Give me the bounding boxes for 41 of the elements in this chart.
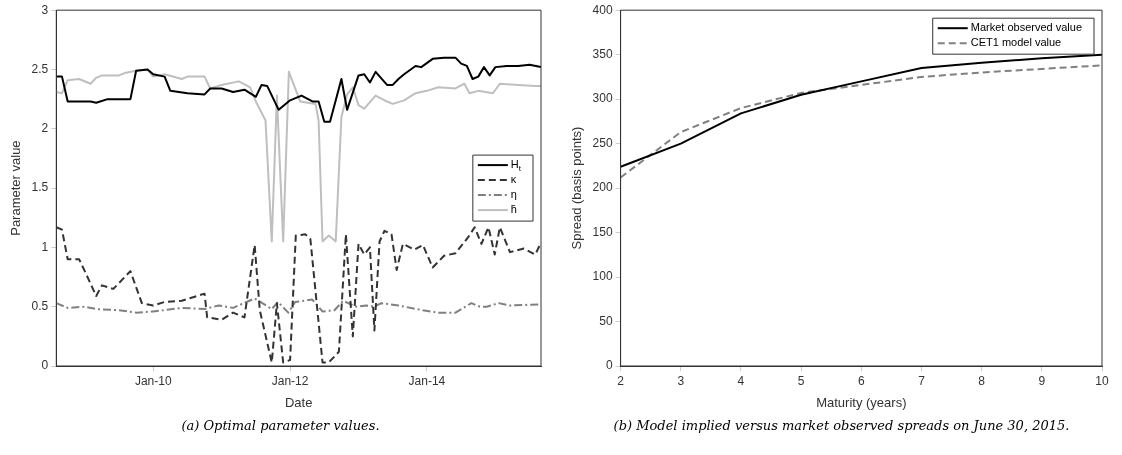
x-tick-label: Jan-14 (408, 373, 446, 388)
legend-label: Market observed value (970, 21, 1082, 34)
y-tick-label: 3 (41, 2, 49, 17)
x-tick-label: Jan-10 (134, 373, 172, 388)
x-tick-label: 2 (617, 373, 625, 388)
y-tick-label: 50 (599, 313, 613, 328)
x-tick-label: 5 (797, 373, 805, 388)
x-tick-label: 10 (1095, 373, 1109, 388)
y-axis-title: Spread (basis points) (569, 126, 585, 250)
y-tick-label: 250 (592, 135, 613, 150)
legend-label: η (510, 188, 517, 201)
y-tick-label: 300 (592, 91, 613, 106)
x-tick-label: 8 (978, 373, 986, 388)
x-tick-label: 4 (737, 373, 745, 388)
x-tick-label: 9 (1038, 373, 1046, 388)
x-axis-title: Maturity (years) (816, 394, 907, 410)
legend-label: CET1 model value (970, 36, 1062, 49)
y-tick-label: 350 (592, 46, 613, 61)
y-tick-label: 0 (41, 358, 49, 373)
y-tick-label: 0 (605, 358, 613, 373)
x-tick-label: 6 (857, 373, 865, 388)
text: (a) Optimal parameter values. (180, 418, 381, 433)
legend-label: κ (510, 173, 517, 186)
y-tick-label: 1 (41, 239, 49, 254)
y-axis-title: Parameter value (8, 140, 24, 236)
text: (b) Model implied versus market observed spreads on June 30, 2015. (612, 418, 1071, 433)
x-tick-label: 3 (677, 373, 685, 388)
y-tick-label: 100 (592, 269, 613, 284)
y-tick-label: 2.5 (31, 61, 49, 76)
y-tick-label: 0.5 (31, 299, 49, 314)
x-tick-label: Jan-12 (271, 373, 309, 388)
y-tick-label: 2 (41, 121, 49, 136)
line-series (620, 64, 1102, 179)
y-tick-label: 150 (592, 224, 613, 239)
x-tick-label: 7 (918, 373, 926, 388)
x-axis-title: Date (284, 394, 313, 410)
y-tick-label: 1.5 (31, 180, 49, 195)
legend-label: h̄ (510, 203, 517, 216)
y-tick-label: 400 (592, 2, 613, 17)
y-tick-label: 200 (592, 180, 613, 195)
line-series (56, 297, 541, 314)
